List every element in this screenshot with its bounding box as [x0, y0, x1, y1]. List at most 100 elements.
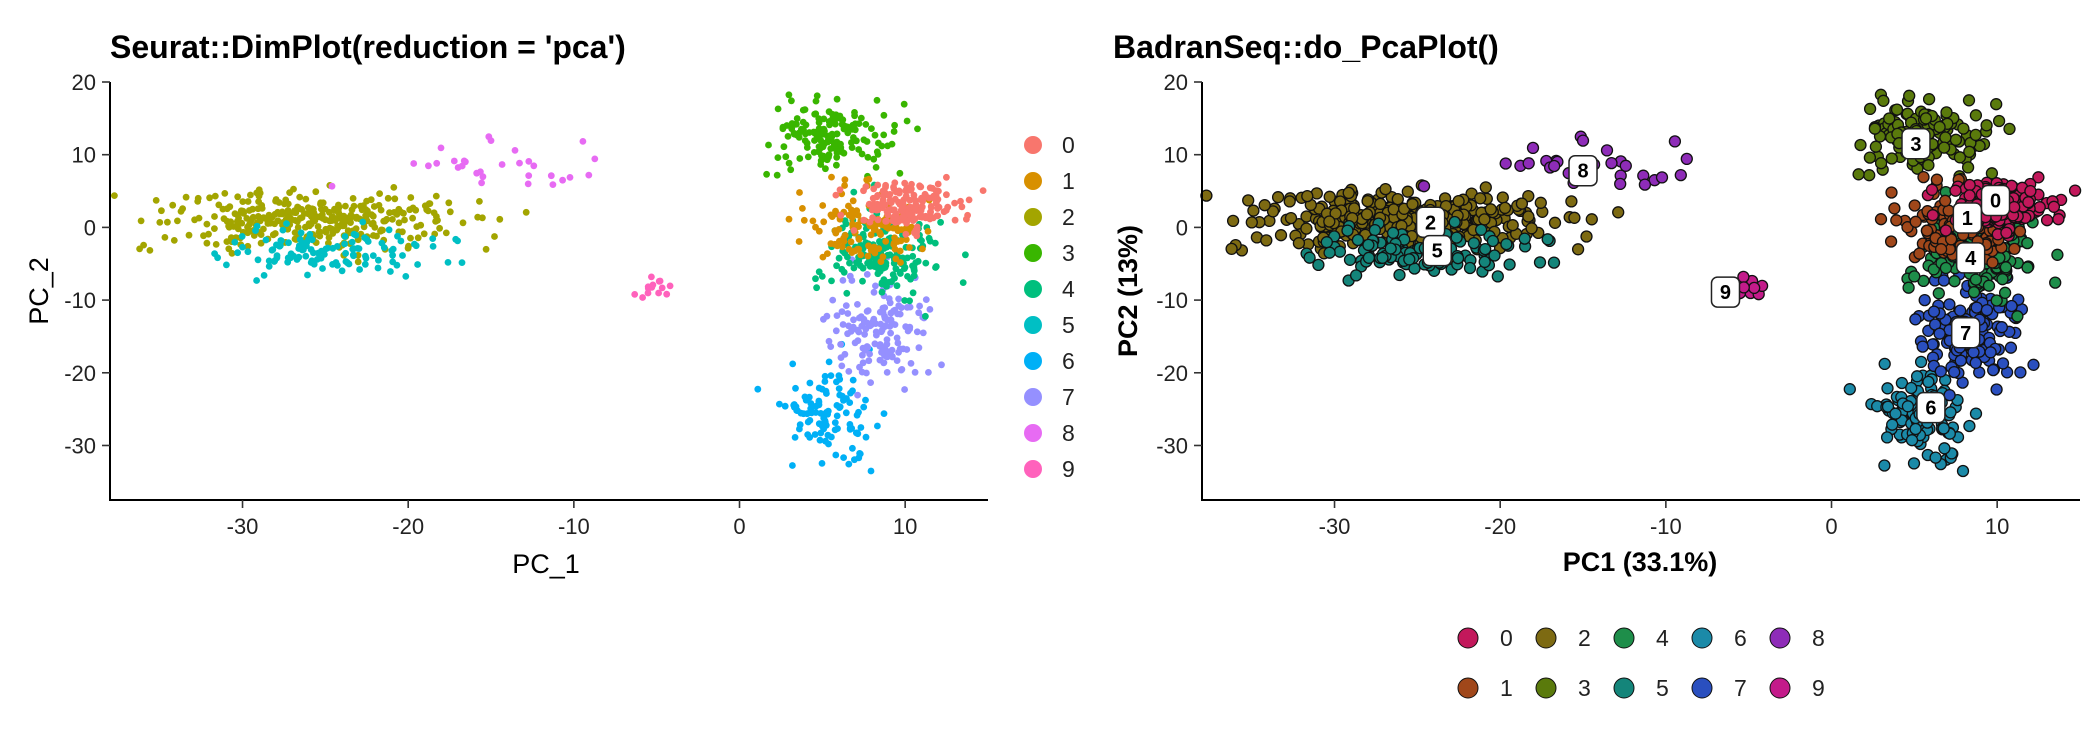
- legend-swatch: [1457, 677, 1479, 699]
- data-point-cluster-2: [182, 193, 190, 201]
- data-point-cluster-8: [328, 182, 336, 190]
- data-point-cluster-9: [648, 284, 656, 291]
- legend-label: 7: [1734, 675, 1747, 701]
- data-point-cluster-2: [370, 203, 378, 210]
- data-point-cluster-9: [639, 294, 646, 301]
- data-point-cluster-3: [788, 97, 795, 105]
- data-point-cluster-0: [933, 198, 940, 206]
- data-point-cluster-2: [395, 219, 403, 227]
- data-point-cluster-0: [943, 173, 950, 181]
- data-point-cluster-5: [389, 245, 397, 253]
- data-point-cluster-1: [848, 214, 856, 222]
- data-point-cluster-2: [358, 206, 366, 214]
- data-point-cluster-1: [848, 206, 855, 214]
- data-point-cluster-8: [478, 179, 485, 187]
- data-point-cluster-4: [888, 278, 895, 286]
- data-point-cluster-6: [822, 437, 829, 445]
- data-point-cluster-4: [914, 257, 922, 265]
- data-point-cluster-7: [1995, 321, 2008, 334]
- data-point-cluster-8: [437, 144, 445, 152]
- data-point-cluster-5: [214, 254, 222, 262]
- legend-swatch: [1691, 627, 1713, 649]
- data-point-cluster-8: [1605, 156, 1618, 170]
- data-point-cluster-1: [1913, 247, 1926, 260]
- data-point-cluster-3: [821, 127, 828, 135]
- data-point-cluster-5: [1467, 236, 1481, 250]
- data-point-cluster-5: [1349, 269, 1363, 282]
- data-point-cluster-1: [1986, 256, 1999, 269]
- data-point-cluster-5: [349, 251, 357, 259]
- data-point-cluster-8: [458, 162, 466, 170]
- data-point-cluster-3: [880, 111, 888, 119]
- data-point-cluster-0: [979, 187, 987, 195]
- y-tick-label: -10: [64, 288, 96, 313]
- data-point-cluster-1: [857, 251, 865, 259]
- data-point-cluster-6: [1929, 451, 1942, 464]
- data-point-cluster-3: [785, 91, 793, 99]
- data-point-cluster-3: [812, 110, 820, 118]
- data-point-cluster-6: [1956, 464, 1970, 478]
- data-point-cluster-1: [819, 202, 827, 209]
- data-point-cluster-2: [1534, 196, 1547, 209]
- legend-swatch: [1024, 244, 1042, 262]
- data-point-cluster-5: [341, 233, 349, 240]
- data-point-cluster-2: [376, 190, 383, 198]
- data-point-cluster-3: [850, 134, 857, 141]
- data-point-cluster-2: [426, 200, 434, 208]
- data-point-cluster-2: [292, 209, 300, 217]
- legend-label: 6: [1734, 625, 1747, 651]
- data-point-cluster-2: [325, 208, 333, 216]
- data-point-cluster-6: [807, 407, 815, 415]
- data-point-cluster-3: [1961, 161, 1975, 174]
- data-point-cluster-9: [655, 289, 662, 297]
- data-point-cluster-7: [839, 321, 847, 328]
- data-point-cluster-0: [917, 211, 925, 219]
- data-point-cluster-3: [837, 140, 844, 148]
- data-point-cluster-1: [924, 228, 932, 235]
- data-point-cluster-6: [831, 419, 839, 426]
- data-point-cluster-1: [906, 244, 913, 251]
- data-point-cluster-7: [884, 348, 891, 355]
- data-point-cluster-2: [1580, 230, 1593, 243]
- data-point-cluster-7: [880, 359, 888, 367]
- data-point-cluster-8: [1576, 134, 1590, 147]
- data-point-cluster-3: [851, 120, 859, 128]
- data-point-cluster-8: [591, 155, 599, 163]
- data-point-cluster-3: [844, 123, 851, 131]
- x-tick-label: -10: [558, 514, 590, 539]
- data-point-cluster-3: [830, 115, 838, 122]
- data-point-cluster-1: [1888, 202, 1901, 215]
- data-point-cluster-1: [845, 245, 853, 253]
- data-point-cluster-3: [802, 121, 810, 129]
- data-point-cluster-1: [1884, 235, 1898, 248]
- data-point-cluster-4: [818, 273, 826, 280]
- legend-label: 7: [1062, 384, 1075, 410]
- data-point-cluster-1: [890, 241, 898, 249]
- data-point-cluster-7: [925, 369, 932, 376]
- data-point-cluster-5: [239, 243, 246, 251]
- data-point-cluster-6: [835, 385, 843, 392]
- data-point-cluster-4: [850, 264, 858, 272]
- data-point-cluster-5: [1451, 252, 1465, 265]
- data-point-cluster-2: [409, 214, 416, 222]
- cluster-label-box: [1980, 184, 2011, 217]
- data-point-cluster-0: [926, 184, 934, 192]
- data-point-cluster-2: [354, 258, 362, 266]
- data-point-cluster-0: [865, 200, 873, 208]
- x-tick-label: -30: [1319, 514, 1351, 539]
- data-point-cluster-2: [1525, 222, 1538, 235]
- data-point-cluster-2: [339, 222, 346, 230]
- cluster-label-box: [1710, 276, 1741, 308]
- data-point-cluster-8: [1674, 168, 1687, 182]
- data-point-cluster-0: [886, 196, 894, 204]
- data-point-cluster-2: [335, 201, 342, 209]
- data-point-cluster-2: [362, 212, 369, 220]
- data-point-cluster-6: [880, 410, 888, 417]
- data-point-cluster-6: [791, 434, 799, 441]
- data-point-cluster-3: [825, 153, 832, 161]
- data-point-cluster-2: [1300, 222, 1313, 235]
- data-point-cluster-8: [579, 138, 587, 145]
- data-point-cluster-5: [350, 230, 358, 238]
- data-point-cluster-5: [1362, 251, 1376, 264]
- data-point-cluster-2: [391, 195, 399, 203]
